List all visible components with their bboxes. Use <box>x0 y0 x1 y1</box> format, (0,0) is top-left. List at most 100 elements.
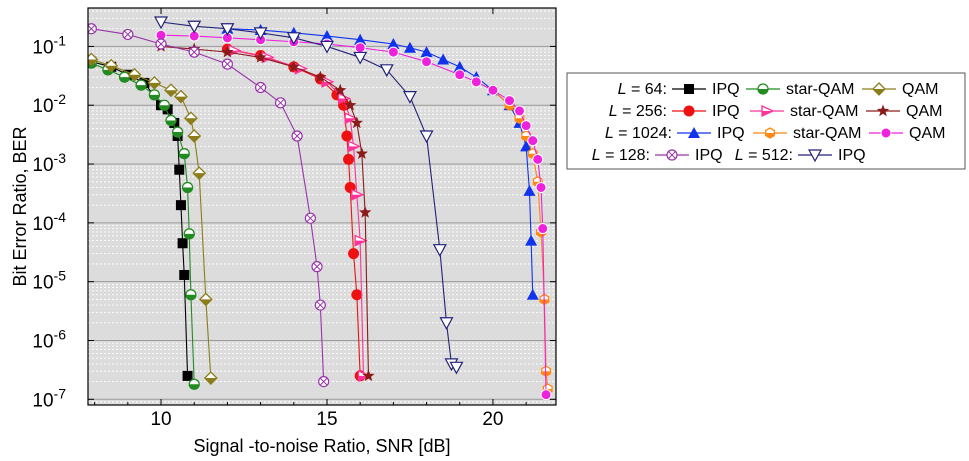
y-tick-label: 10-5 <box>32 268 66 294</box>
point-L256-qam-marker <box>314 70 327 83</box>
point-L64-starqam-marker <box>171 126 184 138</box>
point-L512-ipq-marker <box>439 317 454 331</box>
legend-text: IPQ <box>712 103 740 120</box>
point-L128-ipq-marker <box>122 28 134 41</box>
point-L1024-qam-marker <box>354 42 366 54</box>
legend-group-label: L = 256: <box>609 103 667 120</box>
legend-row: L = 256: IPQ star-QAM QAM <box>609 103 943 120</box>
point-L1024-ipq-marker <box>523 184 536 196</box>
point-L128-ipq-marker <box>221 58 234 70</box>
series-L64-qam <box>88 52 218 385</box>
point-L128-ipq-marker <box>188 46 200 58</box>
legend-row: L = 64: IPQ star-QAM QAM <box>618 81 939 98</box>
point-L256-qam-marker <box>358 206 372 218</box>
point-L256-qam-marker <box>254 50 267 63</box>
point-L64-qam-marker <box>174 89 188 104</box>
point-L1024-qam-marker <box>520 120 532 132</box>
point-L1024-qam-marker <box>540 389 552 401</box>
point-L512-ipq-marker <box>286 32 301 46</box>
axes: 10 15 20 10-1 10-2 10-3 10-4 10-5 10-6 10-7 <box>32 7 557 430</box>
point-L512-ipq-marker <box>353 51 368 65</box>
y-tick-label: 10-4 <box>32 209 66 235</box>
y-tick-label: 10-7 <box>32 385 66 411</box>
point-L512-ipq-marker <box>402 91 417 104</box>
legend-sample-marker <box>872 82 886 96</box>
legend-group-label: L = 1024: <box>605 125 672 142</box>
legend-sample-marker <box>876 104 890 117</box>
point-L64-starqam-marker <box>178 148 190 160</box>
point-L256-starqam-marker <box>344 112 358 125</box>
legend-text: IPQ <box>695 147 723 164</box>
point-L128-ipq-marker <box>155 38 167 50</box>
point-L256-qam-marker <box>344 98 357 111</box>
point-L1024-qam-marker <box>535 181 547 193</box>
legend-text: star-QAM <box>786 81 854 98</box>
point-L1024-ipq-marker <box>520 140 533 152</box>
point-L256-qam-marker <box>287 60 300 73</box>
legend: L = 64: IPQ star-QAM QAM L = 256: IPQ star-QAM… <box>566 72 966 170</box>
point-L64-qam-marker <box>203 371 218 385</box>
legend-text: IPQ <box>717 125 745 142</box>
point-L128-ipq-marker <box>254 81 267 94</box>
legend-text: QAM <box>909 125 945 142</box>
legend-text: star-QAM <box>793 125 861 142</box>
point-L512-ipq-marker <box>154 16 169 30</box>
legend-sample-marker <box>666 149 678 161</box>
point-L256-ipq-marker <box>351 289 363 301</box>
legend-group-label: L = 512: <box>735 147 793 164</box>
point-L128-ipq-marker <box>314 299 326 311</box>
point-L1024-ipq-marker <box>420 46 433 58</box>
point-L1024-qam-marker <box>513 105 525 117</box>
point-L128-ipq-marker <box>88 23 97 35</box>
point-L256-starqam-marker <box>354 234 368 247</box>
point-L1024-qam-marker <box>421 56 433 68</box>
y-axis-label: Bit Error Ratio, BER <box>10 126 30 286</box>
point-L1024-qam-marker <box>527 135 539 147</box>
point-L1024-qam-marker <box>470 76 482 88</box>
series-line-L1024-ipq <box>227 28 534 295</box>
point-L128-ipq-marker <box>304 212 316 224</box>
point-L128-ipq-marker <box>318 375 330 388</box>
point-L64-ipq-marker <box>182 370 193 381</box>
point-L512-ipq-marker <box>187 20 202 34</box>
legend-sample-marker <box>757 83 769 95</box>
legend-sample-marker <box>684 84 694 94</box>
point-L512-ipq-marker <box>432 244 447 257</box>
point-L64-qam-marker <box>192 166 207 181</box>
y-tick-label: 10-6 <box>32 326 66 352</box>
point-L512-ipq-marker <box>419 130 434 144</box>
point-L64-starqam-marker <box>158 99 170 111</box>
legend-text: IPQ <box>838 147 866 164</box>
point-L256-qam-marker <box>221 45 234 58</box>
x-axis-label: Signal -to-noise Ratio, SNR [dB] <box>193 436 450 456</box>
point-L128-ipq-marker <box>311 261 323 273</box>
point-L1024-ipq-marker <box>354 33 367 45</box>
point-L1024-qam-marker <box>504 95 516 107</box>
legend-text: IPQ <box>712 81 740 98</box>
point-L64-ipq-marker <box>179 269 190 280</box>
point-L64-ipq-marker <box>175 200 186 211</box>
legend-group-label: L = 64: <box>618 81 667 98</box>
point-L64-starqam-marker <box>135 79 147 91</box>
legend-text: QAM <box>902 81 938 98</box>
point-L128-ipq-marker <box>291 130 303 142</box>
point-L1024-ipq-marker <box>526 288 539 300</box>
point-L256-qam-marker <box>362 369 375 382</box>
point-L512-ipq-marker <box>220 23 235 36</box>
x-tick-label: 20 <box>482 409 503 430</box>
plot-frame <box>87 7 557 406</box>
legend-sample-marker <box>880 127 892 139</box>
point-L1024-ipq-marker <box>320 30 333 42</box>
legend-group-label: L = 128: <box>592 147 650 164</box>
point-L64-starqam-marker <box>181 181 194 194</box>
data-series <box>88 16 553 401</box>
point-L512-ipq-marker <box>379 64 394 78</box>
point-L64-qam-marker <box>198 292 213 307</box>
point-L256-starqam-marker <box>351 188 365 201</box>
point-L1024-qam-marker <box>387 46 399 58</box>
point-L64-qam-marker <box>164 83 178 98</box>
point-L512-ipq-marker <box>449 361 464 375</box>
point-L64-starqam-marker <box>148 89 161 101</box>
point-L1024-qam-marker <box>454 69 466 81</box>
